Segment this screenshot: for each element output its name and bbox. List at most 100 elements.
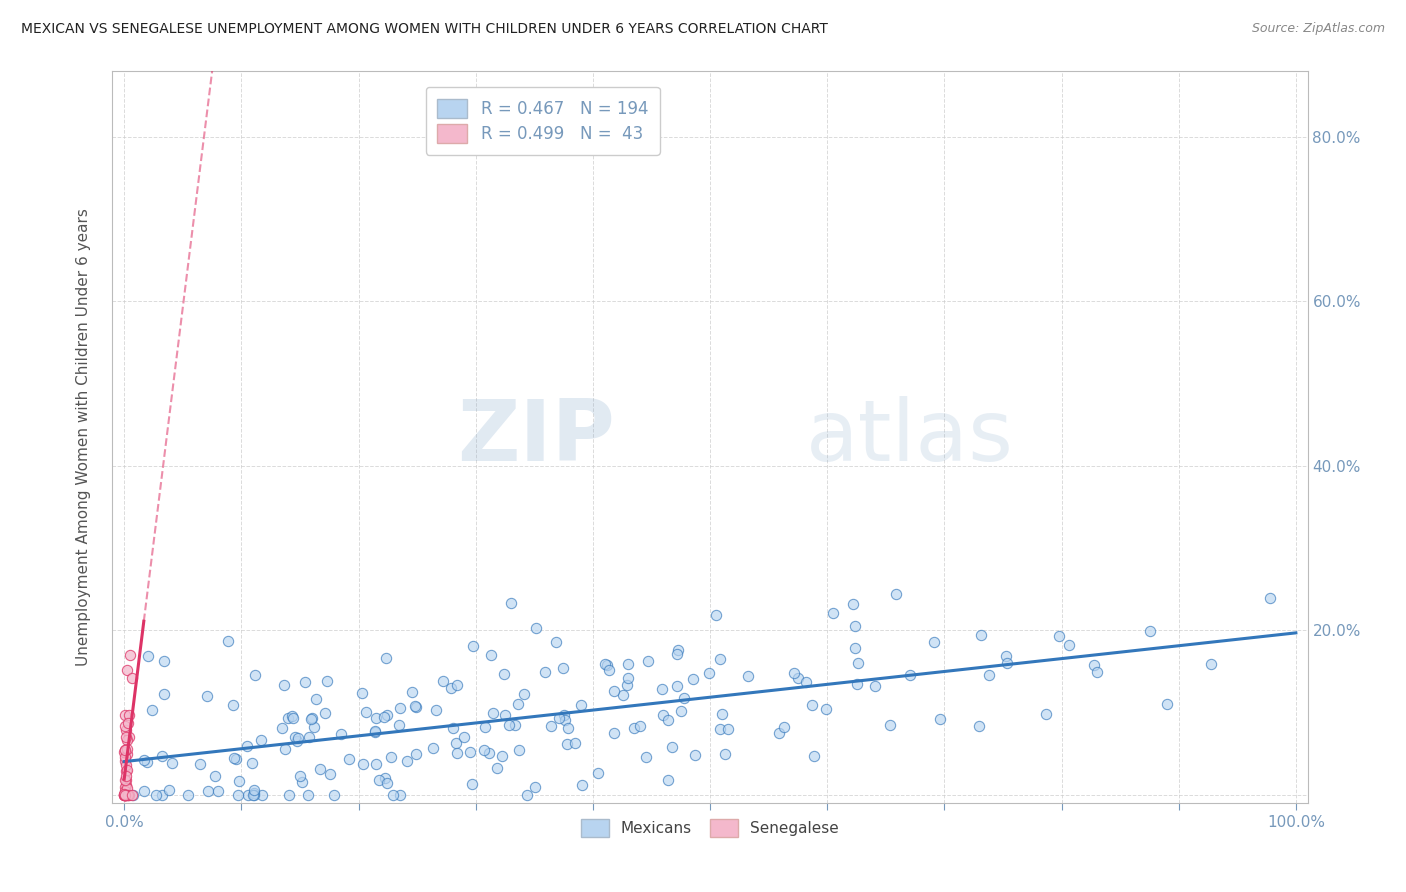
Point	[222, 751, 245, 765]
Point	[969, 719, 991, 733]
Point	[652, 707, 675, 722]
Point	[623, 721, 645, 735]
Point	[1047, 629, 1070, 643]
Point	[114, 730, 136, 744]
Point	[472, 743, 495, 757]
Point	[114, 708, 136, 723]
Point	[112, 745, 135, 759]
Point	[240, 756, 263, 770]
Point	[195, 689, 218, 703]
Point	[114, 758, 136, 772]
Point	[243, 667, 266, 681]
Point	[616, 678, 638, 692]
Point	[112, 788, 135, 802]
Point	[553, 708, 575, 723]
Point	[595, 657, 617, 672]
Point	[794, 674, 817, 689]
Point	[461, 777, 484, 791]
Point	[305, 692, 328, 706]
Point	[444, 736, 467, 750]
Point	[225, 752, 247, 766]
Point	[136, 755, 159, 769]
Point	[441, 721, 464, 735]
Point	[846, 656, 869, 670]
Point	[446, 678, 468, 692]
Point	[297, 788, 319, 802]
Point	[453, 730, 475, 744]
Text: atlas: atlas	[806, 395, 1014, 479]
Point	[439, 681, 461, 695]
Point	[114, 788, 136, 802]
Point	[285, 733, 308, 747]
Point	[217, 634, 239, 648]
Point	[115, 780, 138, 795]
Point	[388, 717, 411, 731]
Point	[548, 711, 571, 725]
Point	[657, 773, 679, 788]
Point	[270, 722, 292, 736]
Point	[571, 778, 593, 792]
Point	[114, 723, 136, 737]
Point	[226, 788, 249, 802]
Point	[617, 657, 640, 671]
Point	[284, 730, 307, 744]
Point	[117, 730, 139, 744]
Point	[114, 788, 136, 802]
Point	[114, 788, 136, 802]
Point	[1199, 657, 1222, 672]
Point	[117, 788, 139, 802]
Point	[526, 622, 548, 636]
Point	[557, 737, 579, 751]
Point	[288, 769, 311, 783]
Point	[204, 769, 226, 783]
Point	[682, 672, 704, 686]
Point	[112, 788, 135, 802]
Point	[243, 783, 266, 797]
Point	[380, 750, 402, 764]
Point	[634, 749, 657, 764]
Point	[683, 748, 706, 763]
Point	[152, 687, 174, 701]
Point	[115, 747, 138, 762]
Point	[150, 749, 173, 764]
Point	[396, 754, 419, 768]
Point	[367, 773, 389, 788]
Point	[382, 788, 405, 802]
Point	[114, 787, 136, 801]
Point	[352, 686, 374, 700]
Point	[995, 649, 1018, 664]
Point	[114, 788, 136, 802]
Point	[586, 766, 609, 780]
Point	[281, 711, 304, 725]
Point	[970, 628, 993, 642]
Point	[238, 788, 260, 802]
Point	[612, 688, 634, 702]
Point	[569, 698, 592, 713]
Point	[278, 788, 301, 802]
Point	[243, 788, 266, 802]
Point	[375, 650, 398, 665]
Point	[405, 699, 427, 714]
Point	[513, 687, 536, 701]
Point	[803, 748, 825, 763]
Point	[669, 704, 692, 718]
Point	[534, 665, 557, 679]
Point	[879, 718, 901, 732]
Point	[1057, 638, 1080, 652]
Point	[661, 739, 683, 754]
Point	[280, 708, 302, 723]
Point	[114, 788, 136, 802]
Point	[699, 665, 721, 680]
Point	[665, 648, 688, 662]
Point	[188, 757, 211, 772]
Point	[841, 597, 863, 611]
Point	[491, 749, 513, 764]
Point	[886, 587, 908, 601]
Point	[863, 679, 886, 693]
Point	[114, 743, 136, 757]
Point	[122, 788, 145, 802]
Point	[114, 769, 136, 783]
Point	[291, 775, 314, 789]
Point	[114, 742, 136, 756]
Point	[666, 642, 689, 657]
